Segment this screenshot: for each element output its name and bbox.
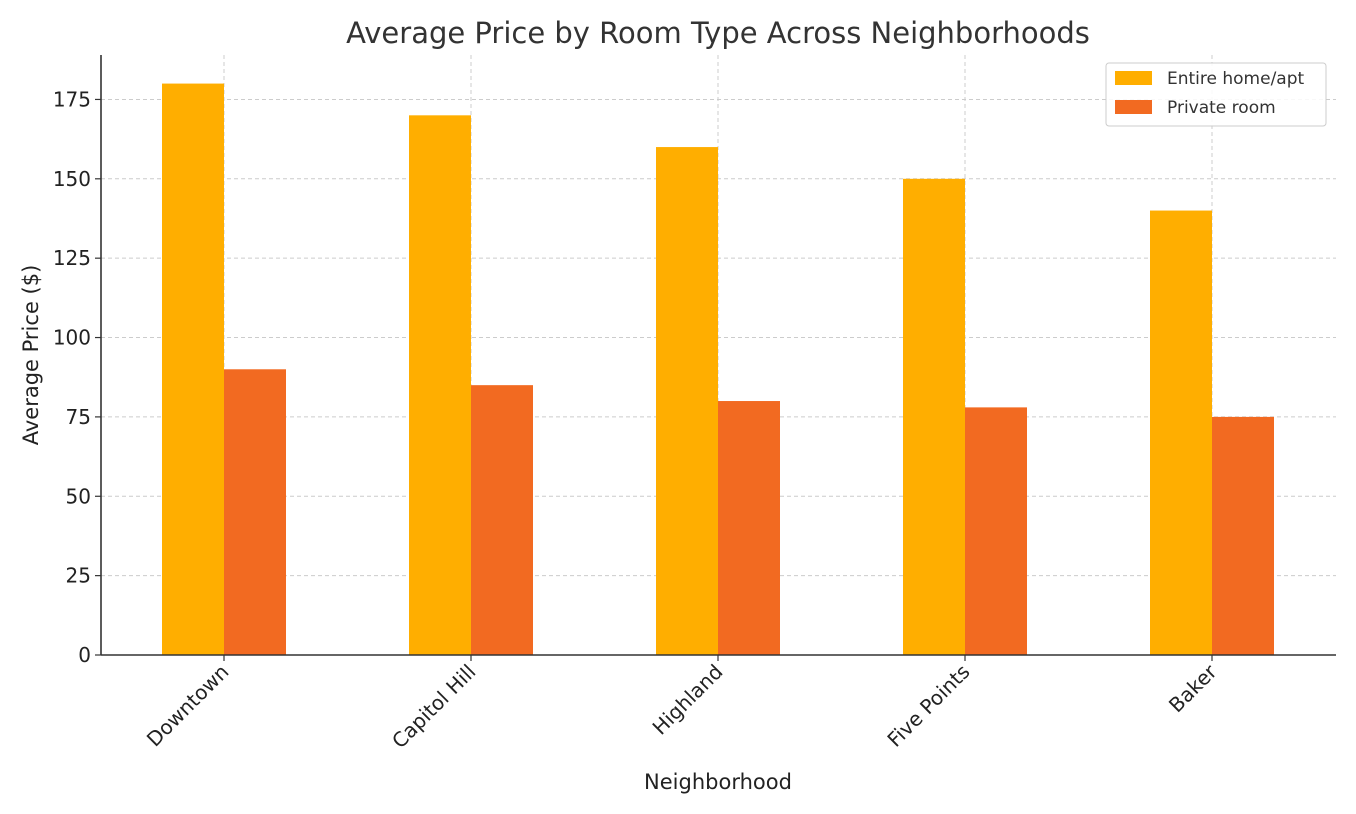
bar-private-room xyxy=(471,385,533,655)
y-tick-label: 125 xyxy=(53,246,91,270)
x-tick-label: Highland xyxy=(648,660,728,740)
legend-box xyxy=(1105,62,1327,127)
bar-entire-home xyxy=(1150,210,1212,656)
legend-swatch xyxy=(1115,71,1152,85)
x-ticks: Downtown Capitol Hill Highland Five Points B… xyxy=(142,655,1222,753)
x-axis-label: Neighborhood xyxy=(644,770,792,794)
x-tick-label: Downtown xyxy=(142,660,234,752)
y-tick-label: 25 xyxy=(66,564,91,588)
legend-label: Entire home/apt xyxy=(1167,69,1305,89)
legend-swatch xyxy=(1115,100,1152,114)
legend-label: Private room xyxy=(1167,98,1276,118)
bar-private-room xyxy=(718,401,780,655)
x-tick-label: Baker xyxy=(1164,659,1222,717)
bars xyxy=(162,83,1274,656)
bar-entire-home xyxy=(409,115,471,656)
bar-entire-home xyxy=(656,147,718,656)
bar-private-room xyxy=(965,407,1027,655)
bar-private-room xyxy=(224,369,286,655)
bar-entire-home xyxy=(903,178,965,656)
y-ticks: 0 25 50 75 100 125 150 175 xyxy=(53,87,101,667)
y-axis-label: Average Price ($) xyxy=(19,265,43,446)
bar-private-room xyxy=(1212,416,1274,655)
y-tick-label: 0 xyxy=(78,643,91,667)
y-tick-label: 150 xyxy=(53,167,91,191)
y-tick-label: 100 xyxy=(53,326,91,350)
x-tick-label: Five Points xyxy=(882,660,974,752)
y-tick-label: 75 xyxy=(66,405,91,429)
y-tick-label: 175 xyxy=(53,87,91,111)
y-tick-label: 50 xyxy=(66,484,91,508)
legend: Entire home/apt Private room xyxy=(1105,62,1327,127)
bar-entire-home xyxy=(162,83,224,656)
x-tick-label: Capitol Hill xyxy=(387,660,480,753)
chart-title: Average Price by Room Type Across Neighb… xyxy=(346,16,1090,50)
